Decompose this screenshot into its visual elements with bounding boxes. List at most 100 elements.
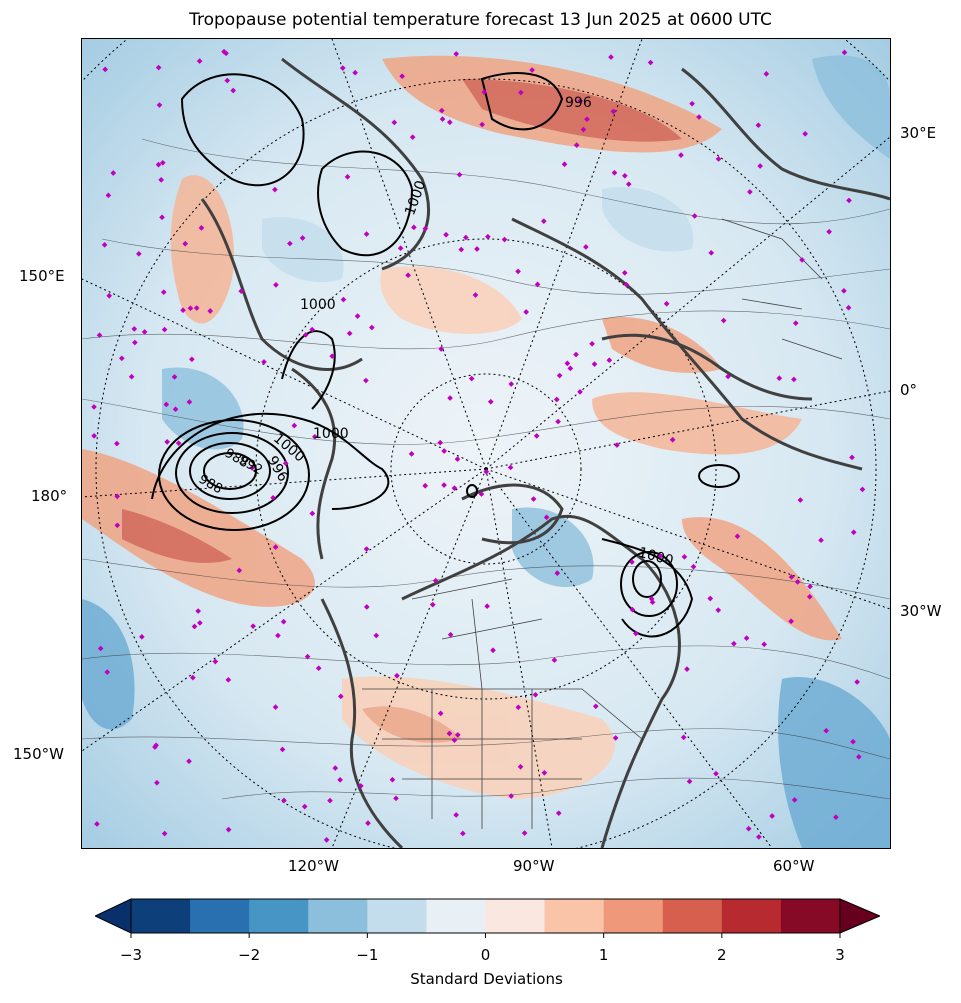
station-marker [629, 606, 636, 613]
station-marker [791, 376, 797, 383]
station-marker [577, 389, 583, 395]
station-marker [517, 763, 524, 770]
station-marker [540, 218, 547, 224]
station-marker [478, 491, 485, 497]
chart-title: Tropopause potential temperature forecas… [189, 10, 772, 30]
station-marker [207, 308, 214, 314]
station-marker [397, 245, 404, 252]
station-marker [391, 119, 398, 126]
station-marker [363, 604, 370, 610]
station-marker [472, 292, 479, 298]
station-marker [485, 233, 491, 240]
station-marker [191, 623, 198, 630]
station-marker [363, 231, 370, 237]
station-marker [580, 126, 587, 133]
station-marker [807, 583, 813, 590]
station-marker [583, 244, 589, 250]
station-marker [474, 246, 480, 252]
station-marker [518, 89, 524, 96]
station-marker [648, 595, 655, 602]
station-marker [340, 296, 347, 303]
lon-label-60w: 60°W [773, 857, 815, 875]
station-marker [441, 482, 447, 488]
station-marker [432, 577, 439, 584]
station-marker [534, 281, 541, 288]
colorbar-tick-label: −2 [238, 946, 261, 964]
station-marker [508, 381, 515, 387]
station-marker [287, 240, 293, 247]
lon-label-120w: 120°W [288, 857, 339, 875]
coastlines [200, 57, 890, 848]
station-marker [358, 783, 364, 789]
station-marker [272, 544, 279, 550]
station-marker [555, 810, 562, 816]
station-marker [725, 373, 731, 380]
station-marker [337, 776, 343, 783]
station-marker [155, 161, 162, 168]
station-marker [175, 440, 182, 447]
station-marker [422, 225, 429, 232]
station-marker [409, 134, 416, 140]
station-marker [608, 54, 614, 60]
colorbar-segment [308, 899, 368, 933]
station-marker [859, 486, 866, 493]
station-marker [794, 579, 801, 585]
station-marker [849, 454, 855, 461]
station-marker [429, 601, 436, 608]
station-marker [715, 156, 722, 162]
station-marker [657, 553, 664, 559]
contour-label: 996 [565, 95, 592, 111]
station-marker [164, 439, 170, 445]
station-marker [776, 375, 783, 382]
station-marker [332, 765, 339, 771]
station-marker [463, 234, 469, 241]
station-marker [337, 693, 344, 700]
station-marker [193, 305, 200, 311]
station-marker [451, 737, 458, 743]
station-marker [788, 574, 795, 580]
station-marker [393, 795, 399, 802]
station-marker [686, 778, 693, 785]
station-marker [797, 497, 804, 503]
station-marker [756, 834, 762, 840]
colorbar-tick-label: 0 [480, 946, 491, 964]
station-marker [141, 329, 148, 335]
pressure-contours [151, 72, 740, 638]
station-marker [182, 240, 189, 247]
station-marker [447, 395, 453, 401]
station-marker [529, 67, 535, 73]
colorbar-segment [603, 899, 664, 933]
station-marker [180, 307, 186, 314]
station-marker [556, 372, 563, 379]
lon-label-150w: 150°W [13, 745, 64, 763]
thin-contours [82, 138, 890, 800]
station-marker [160, 289, 167, 295]
station-marker [272, 186, 278, 193]
station-marker [460, 830, 466, 837]
station-marker [826, 228, 832, 235]
station-marker [584, 116, 590, 123]
station-marker [802, 131, 808, 137]
station-marker [532, 691, 539, 698]
colorbar-extend-low [95, 898, 132, 934]
station-marker [329, 353, 336, 359]
station-marker [438, 346, 445, 352]
station-marker [250, 623, 256, 630]
station-marker [621, 270, 628, 276]
station-marker [555, 418, 561, 425]
station-marker [623, 281, 630, 288]
station-marker [841, 288, 847, 294]
station-marker [845, 304, 852, 311]
station-marker [745, 825, 752, 832]
station-marker [507, 464, 514, 471]
colorbar-tick-label: 2 [717, 946, 727, 964]
station-marker [678, 152, 684, 158]
station-marker [163, 401, 170, 408]
station-marker [453, 812, 459, 818]
station-marker [454, 456, 461, 462]
station-marker [530, 496, 537, 502]
station-marker [468, 375, 475, 382]
station-marker [669, 436, 676, 443]
station-marker [647, 59, 654, 66]
station-marker [97, 645, 104, 652]
